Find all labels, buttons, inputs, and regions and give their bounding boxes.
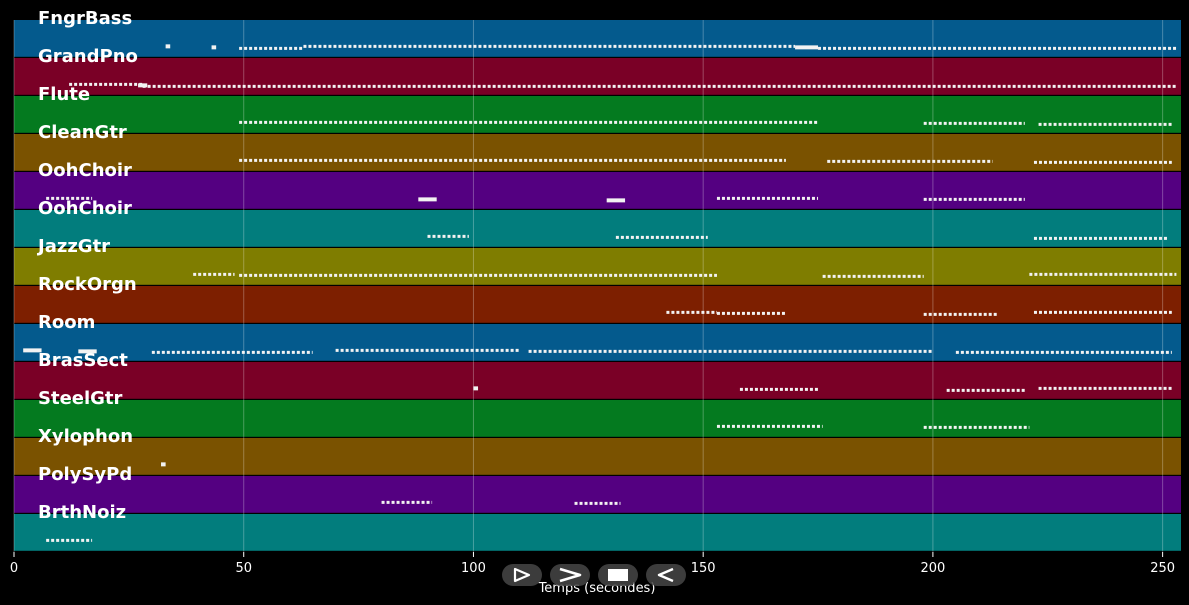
stop-button[interactable] <box>598 564 638 586</box>
track-band <box>14 96 1181 133</box>
track-band <box>14 58 1181 95</box>
x-tick-label: 200 <box>920 561 945 576</box>
x-tick-label: 100 <box>461 561 486 576</box>
x-tick-label: 0 <box>10 561 18 576</box>
x-tick-label: 150 <box>691 561 716 576</box>
track-notes <box>23 44 1177 542</box>
track-label: CleanGtr <box>38 122 127 143</box>
play-button[interactable] <box>502 564 542 586</box>
play-outline-icon <box>513 567 531 583</box>
track-bands <box>14 20 1181 551</box>
track-band <box>14 134 1181 171</box>
track-band <box>14 514 1181 551</box>
grid-lines <box>13 20 1164 552</box>
x-axis-ticks: 0 50 100 150 200 250 <box>10 552 1175 576</box>
track-label: PolySyPd <box>38 464 132 485</box>
track-band <box>14 248 1181 285</box>
track-band <box>14 20 1181 57</box>
track-band <box>14 324 1181 361</box>
forward-button[interactable] <box>550 564 590 586</box>
track-label: OohChoir <box>38 160 132 181</box>
track-label: SteelGtr <box>38 388 123 409</box>
playback-controls <box>502 564 686 588</box>
track-band <box>14 172 1181 209</box>
track-label: BrthNoiz <box>38 502 126 523</box>
track-band <box>14 286 1181 323</box>
stop-square-icon <box>608 569 628 581</box>
track-label: OohChoir <box>38 198 132 219</box>
track-labels: FngrBass GrandPno Flute CleanGtr OohChoir Ooh… <box>36 8 138 523</box>
track-band <box>14 362 1181 399</box>
back-triangle-icon <box>657 567 674 583</box>
track-label: RockOrgn <box>38 274 137 295</box>
track-band <box>14 210 1181 247</box>
x-tick-label: 250 <box>1150 561 1175 576</box>
track-label: Flute <box>38 84 90 105</box>
x-tick-label: 50 <box>235 561 252 576</box>
forward-chevron-icon <box>559 567 582 583</box>
track-label: FngrBass <box>38 8 132 29</box>
track-band <box>14 438 1181 475</box>
track-label: Xylophon <box>38 426 133 447</box>
track-band <box>14 400 1181 437</box>
track-band <box>14 476 1181 513</box>
track-label: GrandPno <box>38 46 138 67</box>
track-label: BrasSect <box>38 350 128 371</box>
track-label: JazzGtr <box>36 236 110 257</box>
back-button[interactable] <box>646 564 686 586</box>
track-label: Room <box>38 312 95 333</box>
